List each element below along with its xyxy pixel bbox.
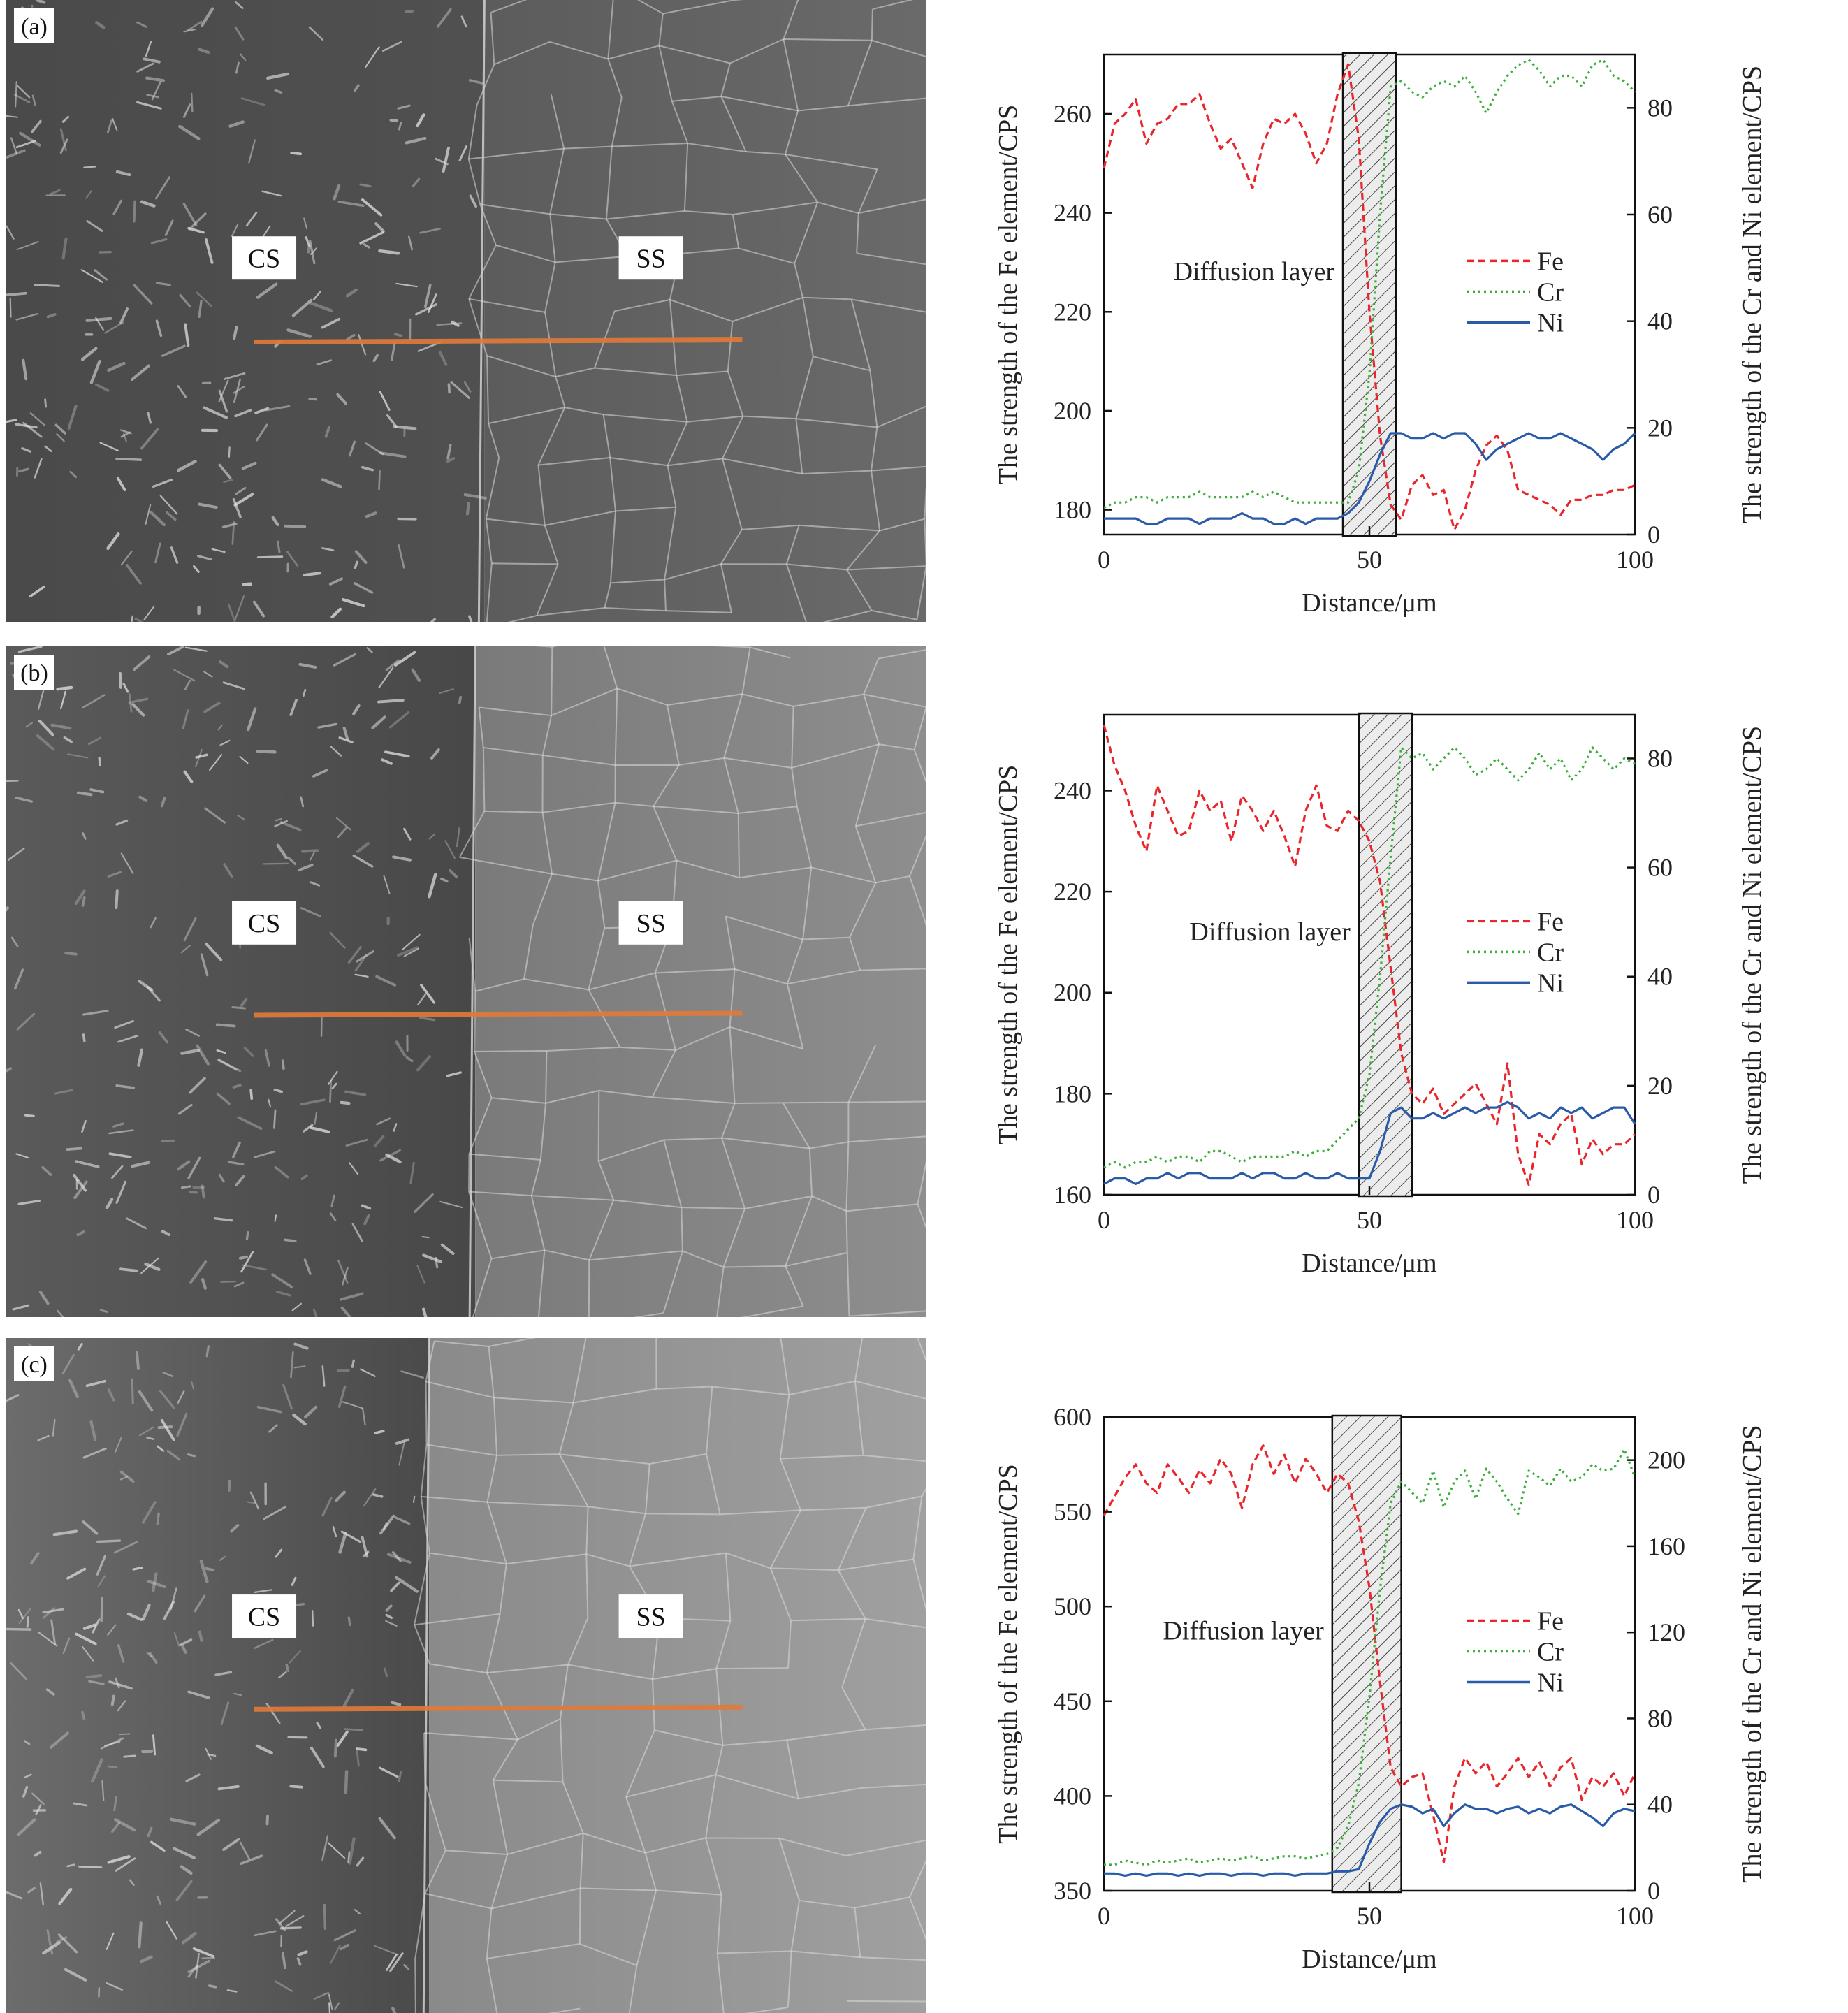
y-left-tick-label: 220	[1054, 298, 1091, 326]
x-tick-label: 0	[1098, 546, 1110, 574]
y-right-axis-title: The strength of the Cr and Ni element/CP…	[1738, 726, 1767, 1184]
x-tick-label: 100	[1616, 546, 1654, 574]
y-right-tick-label: 80	[1647, 94, 1673, 122]
legend-label-cr: Cr	[1537, 938, 1564, 967]
y-right-tick-label: 20	[1647, 1072, 1673, 1100]
x-tick-label: 50	[1357, 1206, 1382, 1234]
legend-label-fe: Fe	[1537, 907, 1564, 936]
micrograph-image: (a) CS SS	[6, 0, 926, 622]
legend-label-ni: Ni	[1537, 1669, 1564, 1698]
y-left-tick-label: 260	[1054, 100, 1091, 128]
x-tick-label: 0	[1098, 1902, 1110, 1930]
cs-label: CS	[248, 909, 280, 938]
diffusion-layer-annotation: Diffusion layer	[1189, 917, 1351, 947]
y-left-axis-title: The strength of the Fe element/CPS	[994, 1464, 1023, 1844]
y-right-tick-label: 0	[1647, 1181, 1660, 1209]
cs-label: CS	[248, 1602, 280, 1632]
diffusion-layer-box	[1331, 1414, 1402, 1894]
legend-label-cr: Cr	[1537, 1638, 1564, 1667]
x-axis-title: Distance/μm	[1302, 588, 1436, 618]
y-left-tick-label: 450	[1054, 1687, 1091, 1715]
x-tick-label: 100	[1616, 1206, 1654, 1234]
y-left-tick-label: 400	[1054, 1782, 1091, 1810]
y-right-tick-label: 120	[1647, 1618, 1685, 1646]
line-profile-chart-b: 0 50 100 160 180 200 220 240 0 20 40 60 80 Distance/μ…	[971, 688, 1848, 1317]
x-axis-title: Distance/μm	[1302, 1249, 1436, 1278]
series-line-fe	[1103, 1444, 1636, 1863]
micrograph-a: (a) CS SS	[6, 0, 926, 622]
y-right-axis-title: The strength of the Cr and Ni element/CP…	[1738, 1425, 1767, 1882]
y-right-tick-label: 40	[1647, 1791, 1673, 1819]
micrograph-image: (c) CS SS	[6, 1338, 926, 2013]
y-left-tick-label: 550	[1054, 1498, 1091, 1526]
y-left-tick-label: 240	[1054, 199, 1091, 227]
y-left-tick-label: 220	[1054, 878, 1091, 906]
scan-line	[254, 337, 743, 344]
y-left-tick-label: 240	[1054, 776, 1091, 804]
y-left-axis-title: The strength of the Fe element/CPS	[994, 105, 1023, 485]
ss-label: SS	[636, 1602, 665, 1632]
y-right-tick-label: 80	[1647, 1704, 1673, 1732]
y-right-tick-label: 20	[1647, 414, 1673, 442]
x-tick-label: 100	[1616, 1902, 1654, 1930]
legend-label-fe: Fe	[1537, 247, 1564, 276]
legend-label-ni: Ni	[1537, 968, 1564, 998]
series-line-ni	[1104, 1803, 1636, 1877]
y-right-tick-label: 0	[1647, 1877, 1660, 1905]
y-right-tick-label: 0	[1647, 521, 1660, 548]
panel-label: (c)	[21, 1352, 48, 1378]
micrograph-b: (b) CS SS	[6, 646, 926, 1317]
diffusion-layer-annotation: Diffusion layer	[1174, 257, 1335, 286]
line-profile-chart-c: 0 50 100 350 400 450 500 550 600 0 40 80 120 160 200 Di…	[971, 1390, 1848, 2013]
y-right-tick-label: 200	[1647, 1446, 1685, 1474]
panel-label: (a)	[21, 14, 48, 40]
y-left-tick-label: 200	[1054, 397, 1091, 425]
scan-line	[254, 1010, 743, 1018]
y-left-tick-label: 350	[1054, 1877, 1091, 1905]
x-axis-title: Distance/μm	[1302, 1945, 1436, 1974]
y-left-tick-label: 180	[1054, 496, 1091, 524]
series-line-cr	[1104, 1448, 1636, 1866]
y-right-tick-label: 80	[1647, 744, 1673, 772]
scan-line	[254, 1704, 743, 1712]
series-line-fe	[1103, 63, 1636, 531]
x-tick-label: 50	[1357, 1902, 1382, 1930]
series-line-ni	[1103, 1100, 1636, 1185]
x-tick-label: 50	[1357, 546, 1382, 574]
ss-label: SS	[636, 909, 665, 938]
micrograph-image: (b) CS SS	[6, 646, 926, 1317]
y-right-tick-label: 60	[1647, 201, 1673, 228]
panel-label: (b)	[20, 660, 48, 686]
y-left-tick-label: 500	[1054, 1592, 1091, 1620]
chart-svg: 0 50 100 350 400 450 500 550 600 0 40 80 120 160 200 Di…	[994, 1403, 1767, 1974]
diffusion-layer-box	[1358, 712, 1413, 1198]
ss-label: SS	[636, 245, 665, 274]
y-right-tick-label: 160	[1647, 1532, 1685, 1560]
cs-label: CS	[248, 245, 280, 274]
y-left-tick-label: 600	[1054, 1403, 1091, 1431]
legend-label-fe: Fe	[1537, 1607, 1564, 1636]
y-left-tick-label: 200	[1054, 979, 1091, 1007]
series-line-ni	[1104, 432, 1636, 525]
series-line-fe	[1103, 725, 1636, 1186]
y-left-axis-title: The strength of the Fe element/CPS	[994, 765, 1023, 1145]
line-profile-chart-a: 0 50 100 180 200 220 240 260 0 20 40 60 80 Distance/μ…	[971, 28, 1848, 657]
y-left-tick-label: 180	[1054, 1080, 1091, 1107]
legend-label-cr: Cr	[1537, 277, 1564, 307]
chart-svg: 0 50 100 160 180 200 220 240 0 20 40 60 80 Distance/μ…	[994, 712, 1767, 1278]
series-line-cr	[1103, 746, 1636, 1169]
x-tick-label: 0	[1098, 1206, 1110, 1234]
y-left-tick-label: 160	[1054, 1181, 1091, 1209]
y-right-tick-label: 60	[1647, 854, 1673, 882]
legend-label-ni: Ni	[1537, 308, 1564, 337]
y-right-tick-label: 40	[1647, 307, 1673, 335]
chart-svg: 0 50 100 180 200 220 240 260 0 20 40 60 80 Distance/μ…	[994, 52, 1767, 618]
diffusion-layer-annotation: Diffusion layer	[1163, 1617, 1324, 1646]
micrograph-c: (c) CS SS	[6, 1338, 926, 2013]
y-right-tick-label: 40	[1647, 963, 1673, 991]
y-right-axis-title: The strength of the Cr and Ni element/CP…	[1738, 66, 1767, 523]
